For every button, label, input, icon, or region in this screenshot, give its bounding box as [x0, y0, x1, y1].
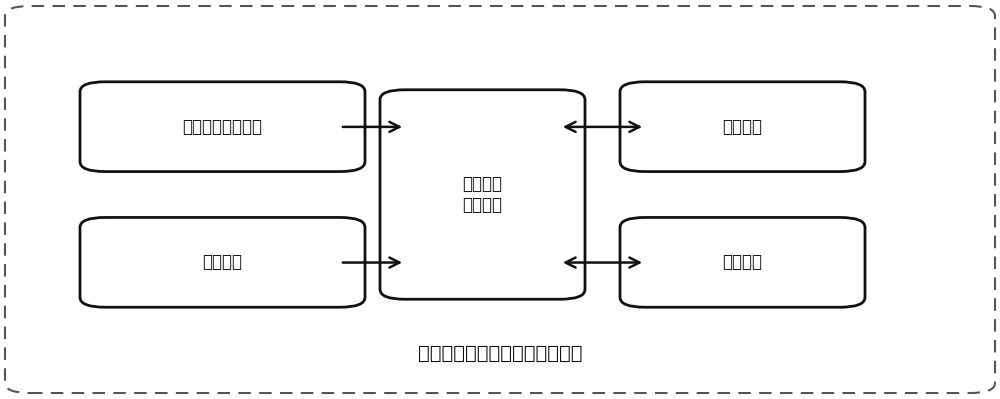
- Text: 游梁式抽油机电机故障预测装置: 游梁式抽油机电机故障预测装置: [418, 344, 582, 363]
- Text: 数据分析
处理模块: 数据分析 处理模块: [463, 175, 503, 214]
- FancyBboxPatch shape: [80, 217, 365, 307]
- FancyBboxPatch shape: [80, 82, 365, 172]
- Text: 通讯模块: 通讯模块: [722, 118, 763, 136]
- FancyBboxPatch shape: [620, 217, 865, 307]
- Text: 存储模块: 存储模块: [722, 253, 763, 271]
- Text: 电源模块: 电源模块: [202, 253, 242, 271]
- Text: 电参数据采集模块: 电参数据采集模块: [182, 118, 262, 136]
- FancyBboxPatch shape: [380, 90, 585, 299]
- FancyBboxPatch shape: [620, 82, 865, 172]
